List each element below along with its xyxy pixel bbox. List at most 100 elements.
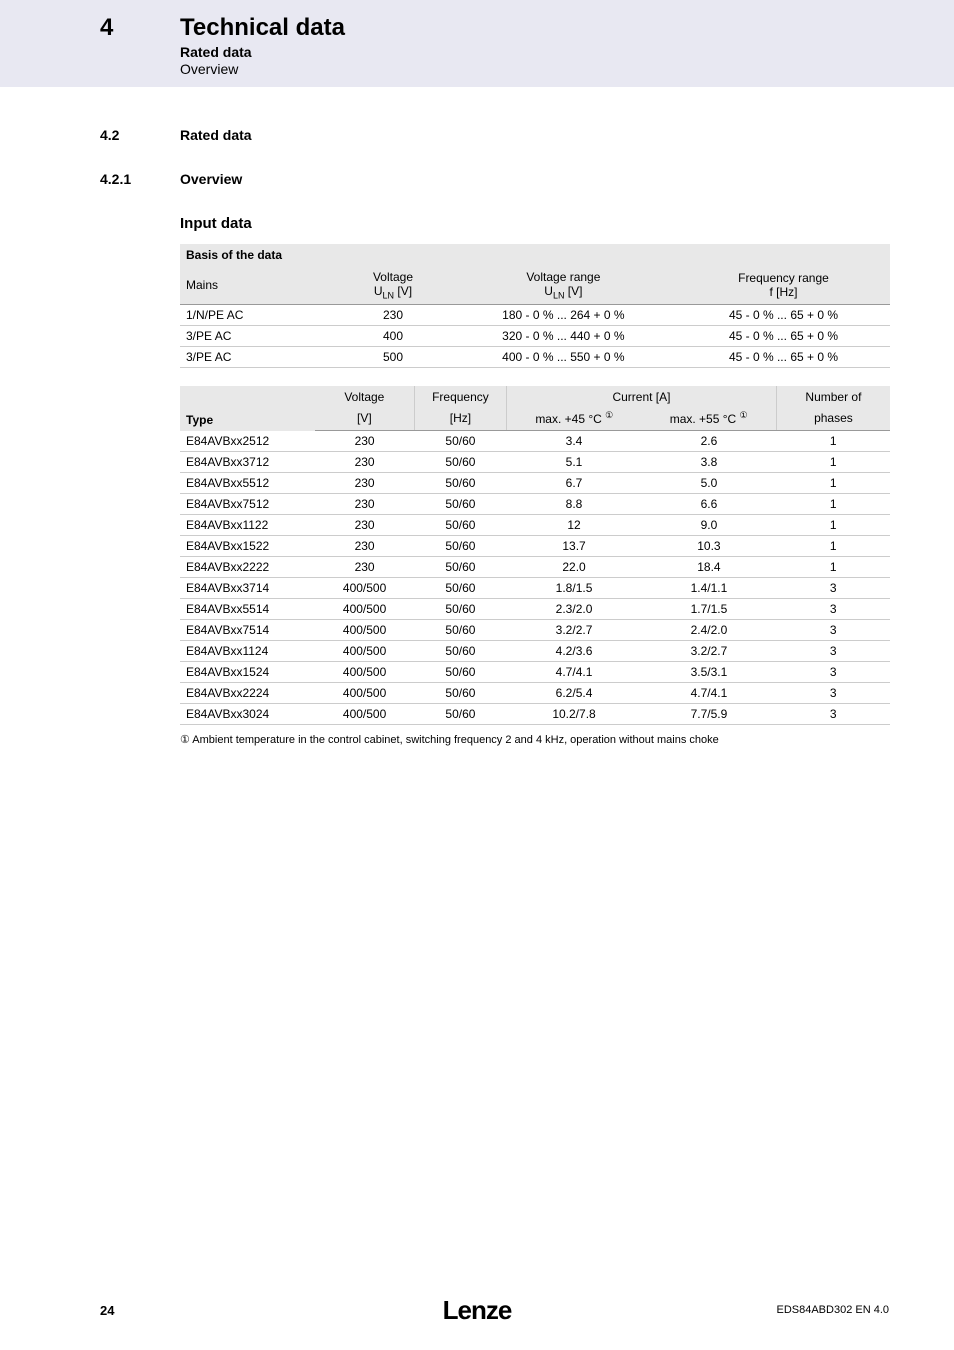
section-number: 4.2 xyxy=(100,127,180,143)
cell-c45: 4.2/3.6 xyxy=(507,641,642,662)
cell-c45: 6.2/5.4 xyxy=(507,683,642,704)
th-c45-note: ① xyxy=(605,410,613,420)
table1-caption: Basis of the data xyxy=(180,244,890,266)
cell-vrange: 180 - 0 % ... 264 + 0 % xyxy=(450,305,677,326)
lenze-logo: Lenze xyxy=(443,1295,512,1326)
th-voltage-br: [V] xyxy=(394,284,412,298)
th-current: Current [A] xyxy=(507,386,777,408)
cell-type: E84AVBxx3714 xyxy=(180,578,315,599)
cell-c45: 22.0 xyxy=(507,557,642,578)
table-row: E84AVBxx3712 230 50/60 5.1 3.8 1 xyxy=(180,452,890,473)
table-row: 3/PE AC 500 400 - 0 % ... 550 + 0 % 45 -… xyxy=(180,347,890,368)
cell-phases: 3 xyxy=(776,620,890,641)
page-number: 24 xyxy=(100,1303,114,1318)
th-freq: Frequency xyxy=(414,386,506,408)
cell-vrange: 320 - 0 % ... 440 + 0 % xyxy=(450,326,677,347)
cell-c45: 3.2/2.7 xyxy=(507,620,642,641)
cell-c55: 3.2/2.7 xyxy=(641,641,776,662)
th-phases2: phases xyxy=(776,408,890,431)
cell-c45: 5.1 xyxy=(507,452,642,473)
cell-c55: 3.5/3.1 xyxy=(641,662,776,683)
cell-phases: 3 xyxy=(776,578,890,599)
cell-voltage: 230 xyxy=(315,431,414,452)
th-type: Type xyxy=(180,386,315,431)
input-data-heading: Input data xyxy=(180,215,889,232)
cell-freq: 50/60 xyxy=(414,578,506,599)
cell-vrange: 400 - 0 % ... 550 + 0 % xyxy=(450,347,677,368)
table-row: E84AVBxx2224 400/500 50/60 6.2/5.4 4.7/4… xyxy=(180,683,890,704)
table-row: E84AVBxx3024 400/500 50/60 10.2/7.8 7.7/… xyxy=(180,704,890,725)
th-f-unit: [Hz] xyxy=(414,408,506,431)
cell-voltage: 400/500 xyxy=(315,578,414,599)
cell-freq: 50/60 xyxy=(414,683,506,704)
cell-frange: 45 - 0 % ... 65 + 0 % xyxy=(677,305,890,326)
cell-type: E84AVBxx5514 xyxy=(180,599,315,620)
th-c45: max. +45 °C ① xyxy=(507,408,642,431)
cell-phases: 3 xyxy=(776,662,890,683)
th-voltage-u: U xyxy=(374,284,383,298)
cell-freq: 50/60 xyxy=(414,662,506,683)
cell-type: E84AVBxx7514 xyxy=(180,620,315,641)
cell-freq: 50/60 xyxy=(414,431,506,452)
cell-mains: 3/PE AC xyxy=(180,347,336,368)
th-c55-label: max. +55 °C xyxy=(670,412,740,426)
cell-voltage: 400/500 xyxy=(315,683,414,704)
cell-phases: 1 xyxy=(776,452,890,473)
cell-voltage: 400/500 xyxy=(315,620,414,641)
table-row: E84AVBxx1522 230 50/60 13.7 10.3 1 xyxy=(180,536,890,557)
table-row: E84AVBxx7512 230 50/60 8.8 6.6 1 xyxy=(180,494,890,515)
cell-c55: 5.0 xyxy=(641,473,776,494)
cell-phases: 1 xyxy=(776,536,890,557)
th-voltage: Voltage ULN [V] xyxy=(336,266,450,305)
subsection-number: 4.2.1 xyxy=(100,171,180,187)
th-frange: Frequency range f [Hz] xyxy=(677,266,890,305)
th-phases: Number of xyxy=(776,386,890,408)
cell-c55: 1.7/1.5 xyxy=(641,599,776,620)
th-frange-label: Frequency range xyxy=(738,271,829,285)
cell-freq: 50/60 xyxy=(414,473,506,494)
table-row: E84AVBxx2512 230 50/60 3.4 2.6 1 xyxy=(180,431,890,452)
cell-c55: 1.4/1.1 xyxy=(641,578,776,599)
th-vrange-u: U xyxy=(544,284,553,298)
table-row: 1/N/PE AC 230 180 - 0 % ... 264 + 0 % 45… xyxy=(180,305,890,326)
cell-c45: 3.4 xyxy=(507,431,642,452)
th-c55-note: ① xyxy=(740,410,748,420)
th-c55: max. +55 °C ① xyxy=(641,408,776,431)
type-table: Type Voltage Frequency Current [A] Numbe… xyxy=(180,386,890,725)
cell-c45: 1.8/1.5 xyxy=(507,578,642,599)
table-row: E84AVBxx7514 400/500 50/60 3.2/2.7 2.4/2… xyxy=(180,620,890,641)
cell-voltage: 400/500 xyxy=(315,662,414,683)
cell-phases: 3 xyxy=(776,704,890,725)
cell-type: E84AVBxx2512 xyxy=(180,431,315,452)
page-footer: 24 Lenze EDS84ABD302 EN 4.0 xyxy=(0,1290,954,1350)
th-mains: Mains xyxy=(180,266,336,305)
cell-phases: 1 xyxy=(776,473,890,494)
cell-mains: 1/N/PE AC xyxy=(180,305,336,326)
cell-type: E84AVBxx1122 xyxy=(180,515,315,536)
cell-voltage: 230 xyxy=(315,536,414,557)
cell-freq: 50/60 xyxy=(414,515,506,536)
cell-voltage: 230 xyxy=(315,494,414,515)
cell-c55: 10.3 xyxy=(641,536,776,557)
th-vrange-label: Voltage range xyxy=(526,270,600,284)
cell-type: E84AVBxx5512 xyxy=(180,473,315,494)
cell-freq: 50/60 xyxy=(414,536,506,557)
document-id: EDS84ABD302 EN 4.0 xyxy=(776,1304,889,1316)
th-voltage-sub: LN xyxy=(383,290,395,300)
cell-voltage: 230 xyxy=(315,473,414,494)
page-header: 4 Technical data Rated data Overview xyxy=(0,0,954,87)
cell-voltage: 500 xyxy=(336,347,450,368)
cell-c55: 7.7/5.9 xyxy=(641,704,776,725)
section-title: Rated data xyxy=(180,127,252,143)
cell-type: E84AVBxx1124 xyxy=(180,641,315,662)
chapter-number: 4 xyxy=(0,14,180,77)
cell-voltage: 230 xyxy=(336,305,450,326)
cell-freq: 50/60 xyxy=(414,494,506,515)
cell-c55: 4.7/4.1 xyxy=(641,683,776,704)
table-row: E84AVBxx5514 400/500 50/60 2.3/2.0 1.7/1… xyxy=(180,599,890,620)
cell-type: E84AVBxx1524 xyxy=(180,662,315,683)
table-row: E84AVBxx2222 230 50/60 22.0 18.4 1 xyxy=(180,557,890,578)
cell-mains: 3/PE AC xyxy=(180,326,336,347)
table-row: E84AVBxx1122 230 50/60 12 9.0 1 xyxy=(180,515,890,536)
cell-type: E84AVBxx2224 xyxy=(180,683,315,704)
